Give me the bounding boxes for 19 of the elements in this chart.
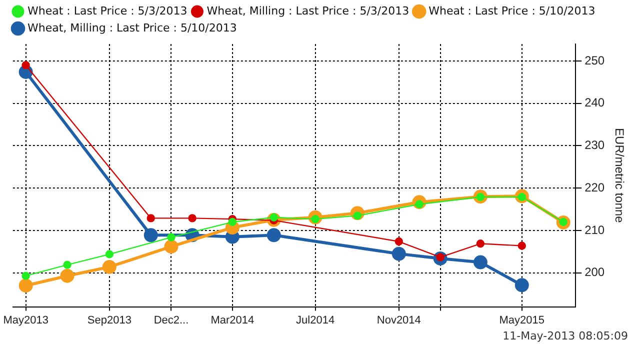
- legend-label: Wheat : Last Price : 5/3/2013: [28, 4, 188, 18]
- legend-label: Wheat, Milling : Last Price : 5/10/2013: [28, 21, 237, 34]
- y-tick-label: 220: [584, 180, 605, 194]
- legend-label: Wheat : Last Price : 5/10/2013: [428, 4, 596, 18]
- x-tick-label: Mar2014: [210, 314, 254, 326]
- text: 11-May-2013 08:05:09: [502, 329, 628, 342]
- x-tick-label: May2013: [3, 314, 48, 326]
- x-tick-label: Nov2014: [376, 314, 421, 326]
- x-tick-label: Dec2...: [154, 314, 189, 326]
- y-tick-label: 210: [584, 222, 605, 237]
- y-tick-label: 250: [584, 53, 605, 68]
- y-tick-label: 230: [584, 138, 605, 152]
- x-tick-label: Sep2013: [87, 314, 132, 326]
- legend-label: Wheat, Milling : Last Price : 5/3/2013: [206, 4, 410, 18]
- x-tick-label: May2015: [499, 314, 545, 326]
- y-tick-label: 200: [584, 265, 605, 280]
- y-tick-label: 240: [584, 96, 605, 110]
- y-axis-title: EUR/metric tonne: [612, 128, 626, 224]
- x-tick-label: Jul2014: [296, 314, 335, 326]
